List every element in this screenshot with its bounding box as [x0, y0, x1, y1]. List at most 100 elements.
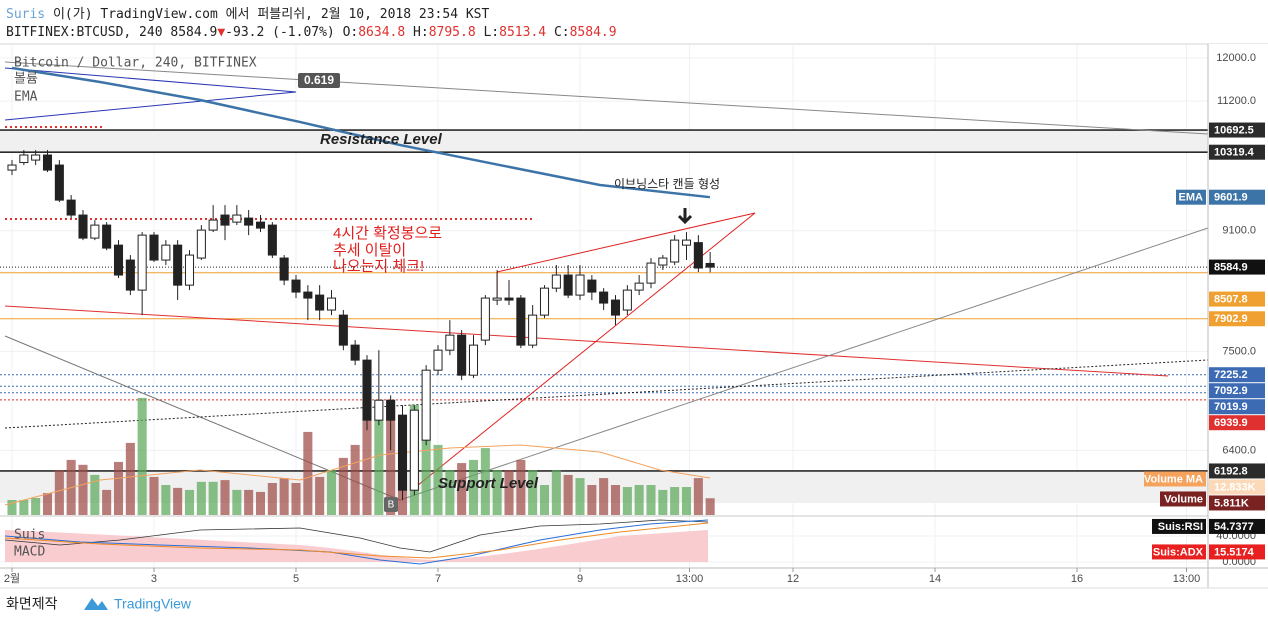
x-tick-label: 12 [787, 573, 799, 585]
candle-body [587, 279, 597, 293]
price-label-bg [1209, 367, 1265, 383]
ema-line [11, 66, 711, 199]
candle-body [646, 262, 656, 284]
y-tick-label: 7500.0 [1222, 345, 1256, 357]
y-tick-label: 6400.0 [1222, 444, 1256, 456]
volume-bar [610, 485, 621, 515]
candle-body [362, 359, 372, 421]
candle-body [374, 399, 384, 421]
annotation: Support Level [438, 475, 539, 492]
volume-bar [433, 444, 443, 515]
volume-bar [670, 487, 680, 515]
candle-body [149, 234, 159, 261]
price-label-bg [1209, 311, 1265, 327]
x-tick-label: 3 [151, 573, 157, 585]
fib-label: 0.619 [304, 73, 334, 87]
candle-body [563, 274, 573, 296]
candle-body [551, 274, 561, 289]
candle-body [208, 219, 218, 231]
candle-body [693, 242, 703, 269]
price-label-bg [1209, 479, 1265, 495]
volume-bar [587, 485, 597, 515]
volume-bar [279, 478, 289, 515]
candle-body [184, 254, 195, 286]
candle-body [670, 239, 680, 263]
indicator-pane [4, 519, 709, 565]
candle-body [137, 234, 147, 291]
annotation: 이브닝스타 캔들 형성 [614, 177, 720, 191]
price-label: 7902.9 [1214, 313, 1248, 325]
change: -93.2 (-1.07%) [225, 25, 335, 40]
volume-bar [161, 485, 171, 515]
indicator-line [4, 519, 709, 553]
volume-bar [291, 482, 301, 515]
price-label-bg [1209, 518, 1265, 534]
price-label: 6939.9 [1214, 417, 1248, 429]
candle-body [622, 289, 632, 311]
volume-bar [78, 464, 88, 515]
candle-body [196, 229, 206, 259]
volume-bar [149, 476, 159, 515]
candle-body [7, 164, 17, 171]
trend-line [4, 67, 297, 93]
volume-bar [267, 482, 277, 515]
volume-bar [492, 470, 502, 515]
volume-bar [338, 457, 348, 515]
indicator-legend: Suis MACD [14, 528, 45, 560]
price-label: 15.5174 [1214, 546, 1255, 558]
close-value: 8584.9 [570, 25, 617, 40]
series-tag-bg [1152, 544, 1206, 560]
trend-line [4, 91, 297, 121]
candle-body [303, 291, 313, 299]
series-tag-bg [1176, 189, 1206, 205]
candle-body [173, 244, 183, 286]
price-label: 7225.2 [1214, 369, 1248, 381]
indicator-line [4, 519, 709, 565]
header-line: Suris 이(가) TradingView.com 에서 퍼블리쉬, 2월 1… [6, 7, 490, 22]
indicator-line [4, 522, 709, 559]
volume-bar [350, 444, 360, 515]
legend-entry: 볼륨 [14, 72, 38, 87]
price-label-bg [1209, 399, 1265, 415]
volume-bar [326, 470, 337, 515]
price-label-bg [1209, 463, 1265, 479]
x-tick-label: 13:00 [1173, 573, 1201, 585]
volume-bar [634, 485, 644, 515]
price-label: 7019.9 [1214, 401, 1248, 413]
volume-bar [516, 459, 526, 515]
candle-body [267, 224, 277, 256]
volume-bar [563, 474, 573, 515]
x-tick-label: 14 [929, 573, 941, 585]
volume-bar [646, 485, 656, 515]
last-price: 8584.9 [170, 25, 217, 40]
x-tick-label: 9 [577, 573, 583, 585]
indicator-name: MACD [14, 545, 45, 560]
volume-bar [551, 470, 561, 515]
candle-body [42, 154, 53, 171]
symbol-line: BITFINEX:BTCUSD, 240 8584.9▼-93.2 (-1.07… [6, 25, 617, 40]
candle-body [658, 257, 668, 266]
price-label-bg [1209, 122, 1265, 138]
author: Suris [6, 7, 45, 22]
price-label-bg [1209, 544, 1265, 560]
volume-bar [90, 474, 100, 515]
candle-body [244, 217, 254, 226]
volume-bar [232, 489, 242, 515]
resistance-zone [0, 130, 1208, 152]
annotation: Resistance Level [320, 131, 443, 148]
volume-bar [31, 497, 41, 515]
candle-body [421, 369, 431, 441]
candle-body [315, 294, 325, 311]
price-label-bg [1209, 259, 1265, 275]
marker-box [384, 497, 398, 512]
footer-brand: TradingView [114, 596, 192, 612]
volume-bar [457, 463, 467, 515]
volume-bar [184, 489, 195, 515]
open-value: 8634.8 [358, 25, 405, 40]
x-tick-label: 5 [293, 573, 299, 585]
volume-bar [362, 419, 372, 515]
candle-body [599, 291, 609, 304]
volume-bar [137, 397, 147, 515]
volume-bar [196, 481, 206, 515]
